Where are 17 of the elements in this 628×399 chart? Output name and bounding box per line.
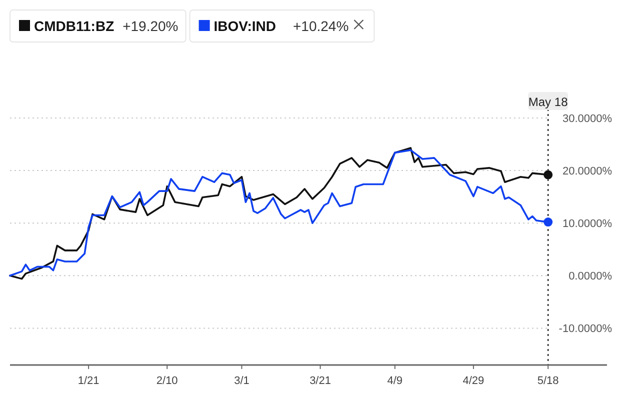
legend-label: CMDB11:BZ (34, 18, 115, 34)
text: +19.20% (122, 18, 178, 34)
x-tick-label: 4/9 (387, 375, 403, 387)
legend-label: IBOV:IND (214, 18, 276, 34)
y-tick-label: 30.0000% (562, 113, 612, 125)
x-tick-label: 2/10 (156, 375, 178, 387)
x-tick-label: 3/1 (234, 375, 250, 387)
y-tick-label: -10.0000% (558, 323, 612, 336)
x-tick-label: 1/21 (78, 375, 100, 387)
ref-line-label: May 18 (528, 95, 568, 109)
y-tick-label: 20.0000% (562, 166, 612, 178)
text: +10.24% (293, 18, 349, 34)
y-tick-label: 10.0000% (562, 218, 612, 230)
y-tick-label: 0.0000% (568, 270, 612, 283)
x-tick-label: 5/18 (537, 375, 559, 387)
x-tick-label: 3/21 (310, 375, 331, 387)
x-tick-label: 4/29 (462, 375, 484, 387)
